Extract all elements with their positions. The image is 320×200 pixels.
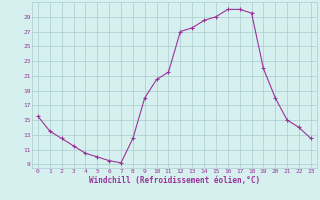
X-axis label: Windchill (Refroidissement éolien,°C): Windchill (Refroidissement éolien,°C) <box>89 176 260 185</box>
